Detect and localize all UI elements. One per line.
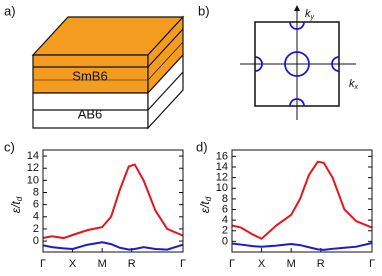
x-tick-label: M (98, 258, 107, 270)
layer-label: SmB6 (72, 68, 107, 83)
slab (33, 17, 183, 128)
y-tick-label: 4 (33, 211, 39, 223)
curve (232, 162, 372, 239)
x-tick-label: Γ (229, 258, 235, 270)
plot-frame (43, 150, 183, 252)
x-tick-label: Γ (180, 258, 186, 270)
y-tick-label: 14 (216, 161, 228, 173)
layer-label: AB6 (78, 106, 103, 121)
y-tick-label: 10 (27, 174, 39, 186)
y-axis-label-main: ε/t (9, 201, 23, 214)
y-tick-label: 2 (33, 223, 39, 235)
y-tick-label: 0 (33, 235, 39, 247)
x-tick-label: X (69, 258, 77, 270)
y-tick-label: 6 (222, 203, 228, 215)
x-tick-label: R (128, 258, 136, 270)
y-axis-label-sub: d (204, 196, 213, 201)
y-axis-label: ε/td (198, 196, 213, 213)
x-tick-label: R (317, 258, 325, 270)
y-tick-label: 6 (33, 199, 39, 211)
curve (43, 165, 183, 238)
panel-label: d) (196, 139, 208, 154)
y-tick-label: 10 (216, 182, 228, 194)
x-tick-label: Γ (369, 258, 375, 270)
ky-sub: y (310, 14, 315, 21)
y-axis-label: ε/td (9, 196, 24, 213)
x-tick-label: M (287, 258, 296, 270)
plot-frame (232, 150, 372, 252)
kx-label: kx (349, 78, 359, 91)
panel-label: c) (4, 139, 15, 154)
curve (43, 242, 183, 249)
kx-sub: x (354, 84, 359, 91)
y-tick-label: 8 (33, 186, 39, 198)
y-axis-label-sub: d (15, 196, 24, 201)
x-tick-label: X (258, 258, 266, 270)
panel-label: a) (4, 3, 16, 18)
y-tick-label: 14 (27, 150, 39, 162)
curve (232, 243, 372, 250)
y-tick-label: 16 (216, 150, 228, 162)
ky-label: ky (305, 8, 315, 21)
y-tick-label: 12 (216, 172, 228, 184)
y-tick-label: 12 (27, 162, 39, 174)
panel-label: b) (198, 3, 210, 18)
y-tick-label: 0 (222, 235, 228, 247)
y-tick-label: 2 (222, 225, 228, 237)
y-tick-label: 8 (222, 193, 228, 205)
x-tick-label: Γ (40, 258, 46, 270)
y-tick-label: 4 (222, 214, 228, 226)
y-axis-label-main: ε/t (198, 201, 212, 214)
